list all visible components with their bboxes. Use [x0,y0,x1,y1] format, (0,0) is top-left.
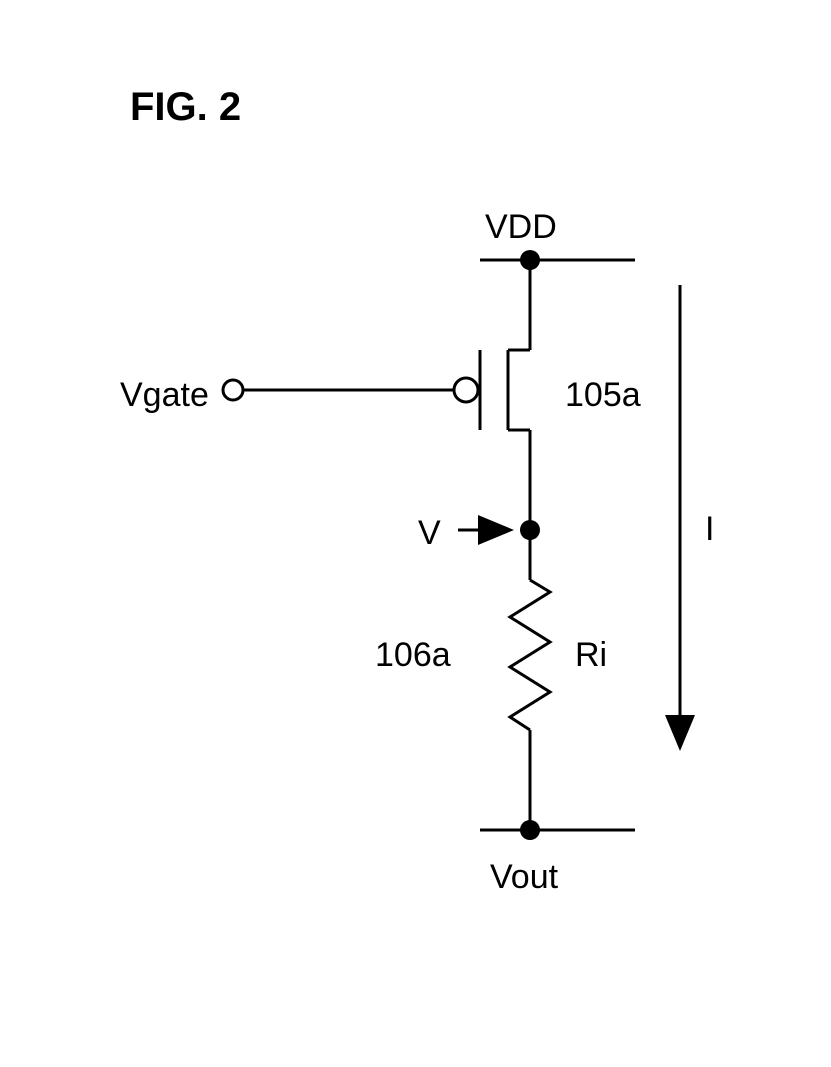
pmos-gate-circle-icon [454,378,478,402]
vgate-terminal-icon [223,380,243,400]
circuit-diagram [0,0,831,1067]
resistor-icon [510,580,550,730]
